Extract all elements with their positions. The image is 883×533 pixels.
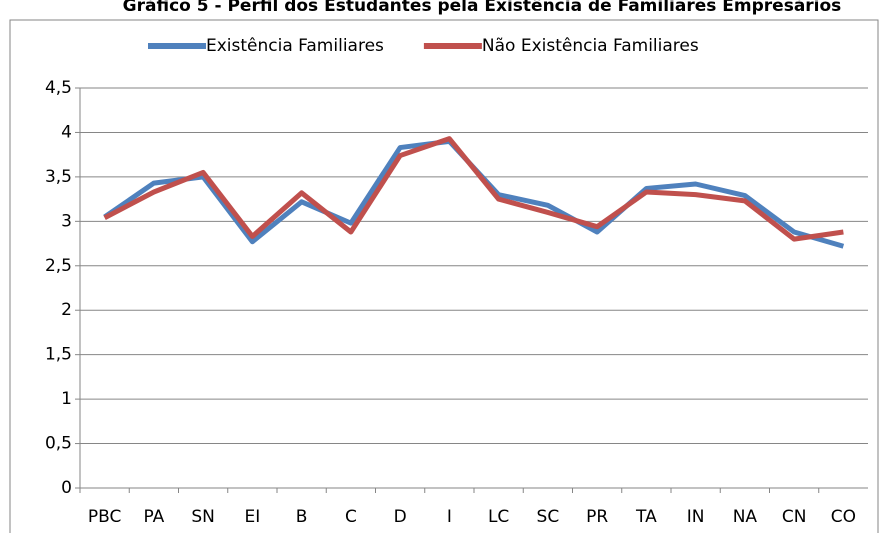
x-tick-label: PR [586, 507, 608, 527]
x-tick-label: LC [488, 507, 509, 527]
y-tick-label: 1,5 [45, 345, 72, 365]
x-tick-label: C [345, 507, 357, 527]
y-tick-label: 4,5 [45, 78, 72, 98]
x-tick-label: SC [537, 507, 560, 527]
x-tick-label: TA [635, 507, 657, 527]
chart-title: Gráfico 5 - Perfil dos Estudantes pela E… [123, 0, 842, 16]
y-tick-label: 0 [61, 478, 72, 498]
x-tick-label: IN [687, 507, 705, 527]
chart-border [9, 19, 879, 533]
x-tick-label: CO [831, 507, 856, 527]
y-tick-label: 4 [61, 122, 72, 142]
y-tick-label: 1 [61, 389, 72, 409]
x-tick-label: PA [143, 507, 164, 527]
x-tick-label: CN [782, 507, 807, 527]
legend-label: Não Existência Familiares [482, 36, 699, 56]
x-tick-label: NA [733, 507, 758, 527]
x-tick-label: PBC [88, 507, 122, 527]
legend-label: Existência Familiares [206, 36, 384, 56]
x-tick-label: EI [244, 507, 260, 527]
y-tick-label: 0,5 [45, 434, 72, 454]
y-tick-label: 3 [61, 211, 72, 231]
y-tick-label: 2,5 [45, 256, 72, 276]
y-tick-label: 3,5 [45, 167, 72, 187]
x-tick-label: B [296, 507, 308, 527]
x-tick-label: SN [191, 507, 215, 527]
x-tick-label: D [394, 507, 407, 527]
y-tick-label: 2 [61, 300, 72, 320]
series-line [103, 136, 844, 242]
x-tick-label: I [447, 507, 452, 527]
